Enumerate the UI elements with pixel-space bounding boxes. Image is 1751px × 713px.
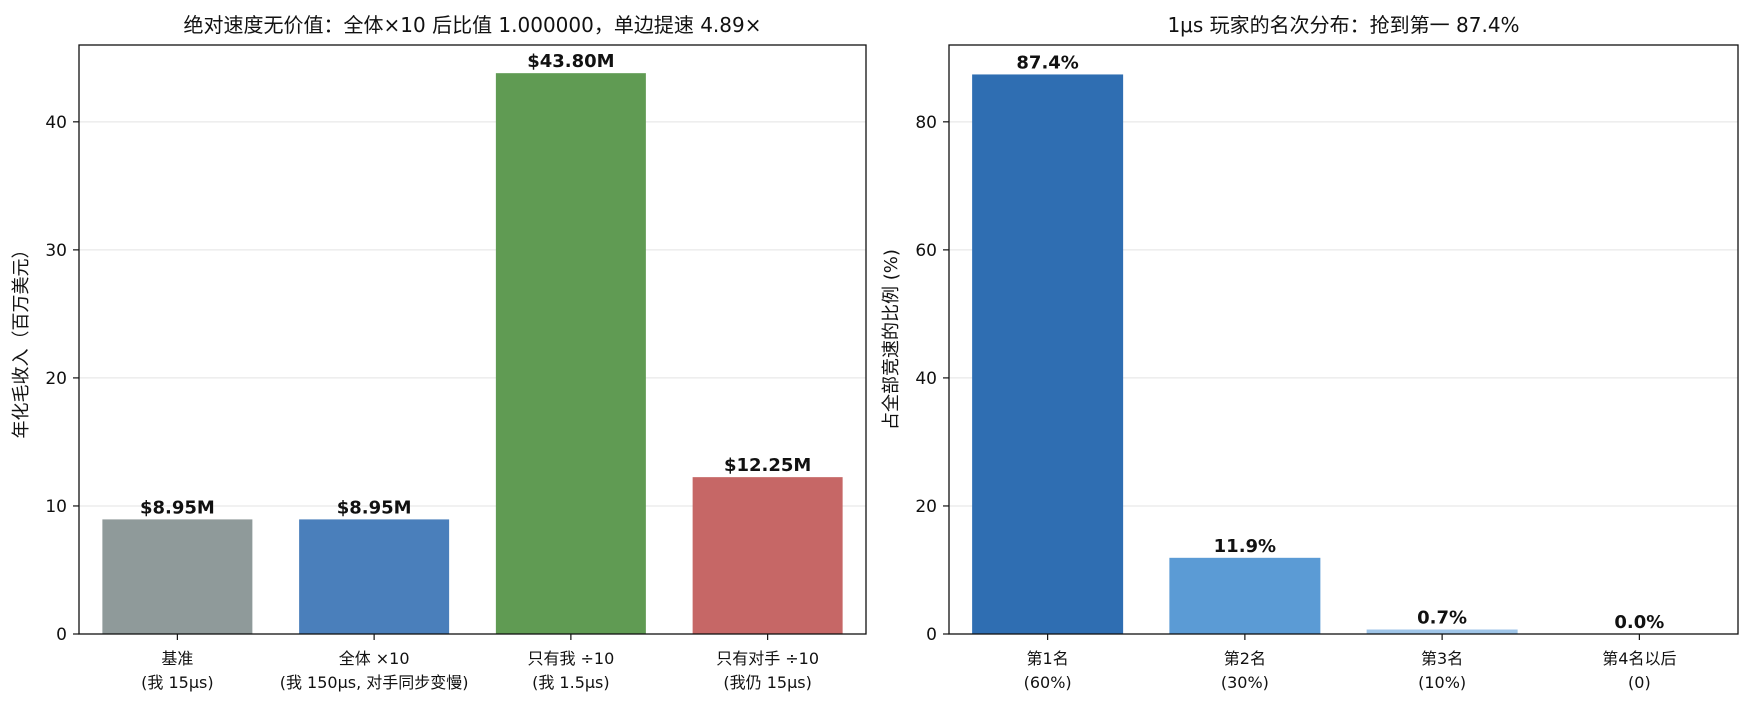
x-tick-label: (60%) <box>1024 673 1072 692</box>
bar <box>1366 629 1518 634</box>
y-tick-label: 20 <box>45 369 67 389</box>
x-tick-label: (0) <box>1628 673 1651 692</box>
bar <box>102 519 253 634</box>
y-tick-label: 80 <box>915 113 937 133</box>
x-tick-label: (10%) <box>1418 673 1466 692</box>
x-tick-label: (我 150μs, 对手同步变慢) <box>280 673 469 692</box>
axes-frame <box>78 44 867 635</box>
x-tick-label: (我仍 15μs) <box>723 673 811 692</box>
data-label: 0.7% <box>1417 608 1467 629</box>
x-tick-label: (30%) <box>1221 673 1269 692</box>
chart-2: 87.4% 11.9% 0.7% 0.0% 0 20 40 60 80 第1名 (60%) 第2名 (3… <box>881 13 1739 692</box>
x-tick-label: 第3名 <box>1421 649 1463 668</box>
data-label: $8.95M <box>337 497 412 518</box>
axes-frame <box>948 44 1739 635</box>
y-axis-label: 占全部竞速的比例 (%) <box>881 249 902 430</box>
y-tick-label: 40 <box>915 369 937 389</box>
data-label: 11.9% <box>1214 536 1276 557</box>
y-tick-label: 40 <box>45 113 67 133</box>
y-axis-label: 年化毛收入（百万美元） <box>11 241 32 439</box>
y-tick-label: 0 <box>56 625 67 645</box>
y-tick-label: 0 <box>926 625 937 645</box>
x-tick-label: 只有我 ÷10 <box>527 649 614 668</box>
bar <box>972 74 1124 634</box>
bar <box>692 477 843 634</box>
bar <box>299 519 450 634</box>
y-tick-label: 30 <box>45 241 67 261</box>
y-tick-label: 60 <box>915 241 937 261</box>
data-label: $43.80M <box>527 51 614 72</box>
bar <box>495 73 646 635</box>
y-tick-label: 20 <box>915 497 937 517</box>
x-tick-label: 全体 ×10 <box>339 649 410 668</box>
data-label: $12.25M <box>724 455 811 476</box>
x-tick-label: 只有对手 ÷10 <box>716 649 819 668</box>
x-tick-label: 第2名 <box>1224 649 1266 668</box>
x-tick-label: (我 1.5μs) <box>532 673 610 692</box>
chart-title: 1μs 玩家的名次分布：抢到第一 87.4% <box>1167 13 1519 37</box>
bar <box>1169 557 1321 634</box>
data-label: 87.4% <box>1016 52 1078 73</box>
x-tick-label: 第4名以后 <box>1602 649 1676 668</box>
data-label: 0.0% <box>1614 612 1664 633</box>
data-label: $8.95M <box>140 497 215 518</box>
x-tick-label: 第1名 <box>1027 649 1069 668</box>
chart-title: 绝对速度无价值：全体×10 后比值 1.000000，单边提速 4.89× <box>184 13 762 37</box>
x-tick-label: 基准 <box>161 649 193 668</box>
chart-1: $8.95M $8.95M $43.80M $12.25M 0 10 20 30 40 基准 (我 … <box>11 13 867 692</box>
y-tick-label: 10 <box>45 497 67 517</box>
x-tick-label: (我 15μs) <box>141 673 213 692</box>
